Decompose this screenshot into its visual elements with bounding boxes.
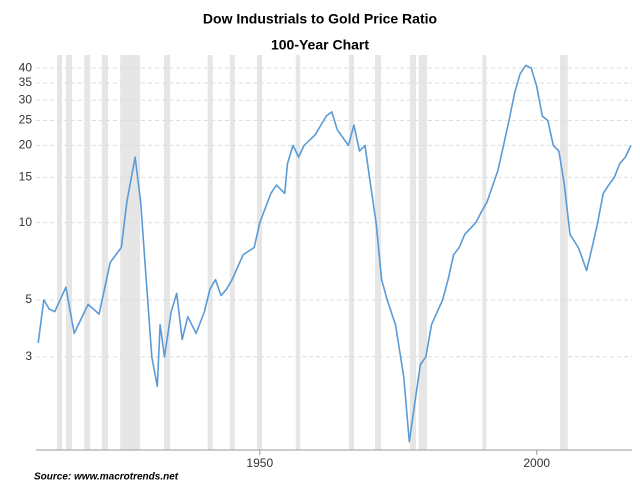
shaded-period <box>418 55 428 450</box>
shaded-period <box>120 55 141 450</box>
shaded-period <box>374 55 382 450</box>
shaded-period <box>57 55 63 450</box>
shaded-period <box>101 55 109 450</box>
y-tick-label: 35 <box>19 75 33 89</box>
chart-subtitle: 100-Year Chart <box>271 37 369 53</box>
y-tick-label: 25 <box>19 113 33 127</box>
y-tick-label: 40 <box>19 60 33 74</box>
shaded-period <box>207 55 213 450</box>
y-tick-label: 15 <box>19 170 33 184</box>
shaded-period <box>229 55 235 450</box>
shaded-period <box>348 55 354 450</box>
shaded-period <box>482 55 487 450</box>
y-tick-label: 5 <box>25 292 32 306</box>
shaded-period <box>84 55 91 450</box>
y-tick-label: 3 <box>25 349 32 363</box>
x-tick-label: 1950 <box>246 456 273 470</box>
shaded-period <box>559 55 568 450</box>
shaded-period <box>65 55 73 450</box>
shaded-period <box>409 55 416 450</box>
chart-title: Dow Industrials to Gold Price Ratio <box>203 11 437 27</box>
y-tick-label: 20 <box>19 138 33 152</box>
shaded-period <box>295 55 301 450</box>
y-tick-label: 10 <box>19 215 33 229</box>
source: Source: www.macrotrends.net <box>34 472 179 483</box>
y-tick-label: 30 <box>19 92 33 106</box>
x-tick-label: 2000 <box>523 456 550 470</box>
shaded-period <box>257 55 262 450</box>
shaded-period <box>163 55 171 450</box>
data-line <box>37 64 632 443</box>
